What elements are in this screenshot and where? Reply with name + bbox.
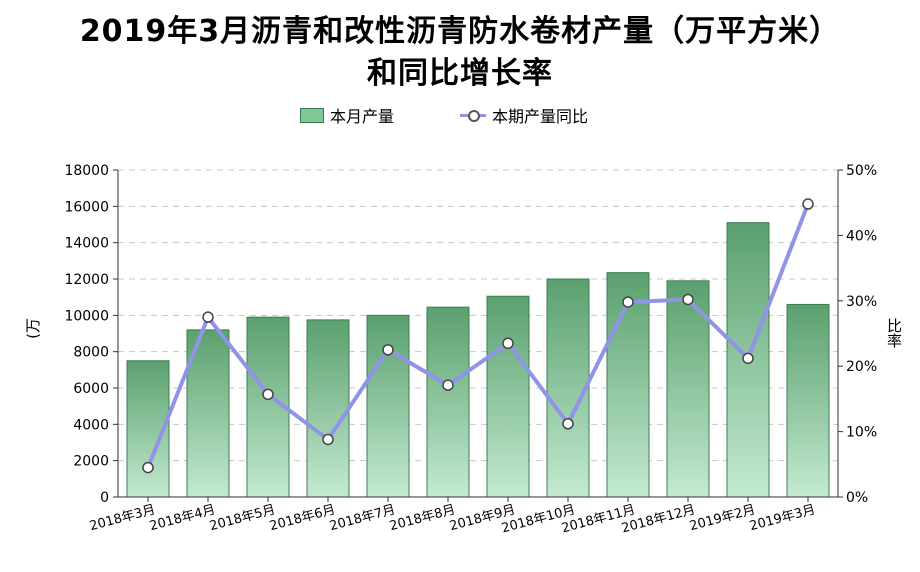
chart-title-line2: 和同比增长率 — [367, 56, 553, 91]
y-right-tick-label: 0% — [846, 490, 868, 506]
bar — [486, 295, 530, 498]
line-point — [262, 388, 274, 401]
y-left-tick-label: 10000 — [64, 308, 109, 324]
line-point — [382, 344, 394, 356]
legend-line-marker — [460, 109, 486, 122]
line-point — [622, 296, 634, 308]
x-tick-label: 2018年8月 — [388, 502, 457, 534]
y-right-tick-label: 30% — [846, 294, 877, 310]
x-tick-label: 2018年3月 — [88, 502, 157, 534]
y-left-tick-label: 0 — [100, 490, 109, 506]
legend-bar-swatch — [300, 107, 324, 123]
line-point — [562, 418, 574, 430]
bar — [726, 222, 770, 498]
y-left-tick-label: 2000 — [73, 454, 109, 470]
bar — [306, 319, 350, 498]
bar — [366, 314, 410, 498]
y-right-tick-label: 20% — [846, 359, 877, 375]
legend: 本月产量 本期产量同比 — [0, 103, 920, 131]
x-tick-label: 2019年3月 — [748, 502, 817, 534]
x-tick-label: 2018年7月 — [328, 502, 397, 534]
x-tick-label: 2019年2月 — [688, 502, 757, 534]
legend-line-label: 本期产量同比 — [492, 107, 589, 126]
y-left-tick-label: 8000 — [73, 345, 109, 361]
y-left-tick-label: 16000 — [64, 199, 109, 215]
bar — [186, 329, 230, 498]
line-series — [146, 203, 810, 469]
line-point — [742, 352, 754, 365]
legend-bar-label: 本月产量 — [330, 107, 395, 126]
y-left-axis-label: (万 — [23, 318, 42, 339]
y-left-tick-label: 14000 — [64, 236, 109, 252]
y-left-tick-label: 18000 — [64, 163, 109, 179]
y-left-tick-label: 6000 — [73, 381, 109, 397]
y-right-tick-label: 40% — [846, 228, 877, 244]
bar — [786, 303, 830, 498]
bar — [606, 272, 650, 498]
line-point — [502, 337, 514, 350]
line-point — [202, 311, 214, 323]
y-right-tick-label: 10% — [846, 425, 877, 441]
chart-title-line1: 2019年3月沥青和改性沥青防水卷材产量（万平方米） — [79, 14, 841, 49]
y-left-tick-label: 12000 — [64, 272, 109, 288]
legend-item-line: 本期产量同比 — [460, 103, 588, 127]
y-right-axis-label: 比率 — [885, 318, 903, 348]
x-tick-label: 2018年5月 — [208, 502, 277, 534]
x-tick-label: 2018年6月 — [268, 502, 337, 534]
line-point — [802, 198, 814, 210]
y-right-tick-label: 50% — [846, 163, 877, 179]
bar — [426, 306, 470, 498]
y-left-tick-label: 4000 — [73, 417, 109, 433]
legend-item-bar: 本月产量 — [300, 103, 394, 127]
bar — [546, 278, 590, 498]
line-point — [682, 293, 694, 306]
line-point — [442, 379, 454, 391]
line-point — [322, 433, 334, 446]
x-tick-label: 2018年4月 — [148, 502, 217, 534]
line-point — [142, 461, 154, 474]
